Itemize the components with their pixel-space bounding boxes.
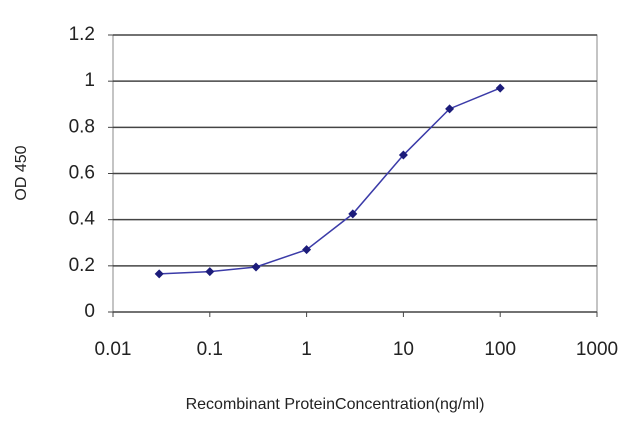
x-tick-label: 0.1 [197, 339, 223, 360]
y-axis-label: OD 450 [13, 145, 30, 200]
x-axis-label: Recombinant ProteinConcentration(ng/ml) [186, 396, 485, 413]
data-marker [154, 269, 164, 279]
y-tick-label: 1.2 [69, 24, 95, 45]
data-marker [348, 209, 358, 219]
data-marker [445, 104, 455, 114]
data-marker [205, 267, 215, 277]
data-marker [398, 150, 408, 160]
y-tick-label: 0.6 [69, 163, 95, 184]
x-tick-label: 10 [393, 339, 414, 360]
data-marker [495, 83, 505, 93]
y-tick-label: 1 [84, 70, 95, 91]
y-tick-label: 0.4 [69, 209, 96, 230]
data-marker [302, 245, 312, 255]
y-tick-label: 0 [84, 301, 95, 322]
y-tick-label: 0.8 [69, 116, 95, 137]
y-tick-label: 0.2 [69, 255, 95, 276]
data-line [159, 87, 501, 275]
x-tick-label: 0.01 [95, 339, 132, 360]
x-tick-label: 1 [301, 339, 312, 360]
data-marker [251, 262, 261, 272]
x-tick-label: 100 [484, 339, 516, 360]
x-tick-label: 1000 [576, 339, 618, 360]
